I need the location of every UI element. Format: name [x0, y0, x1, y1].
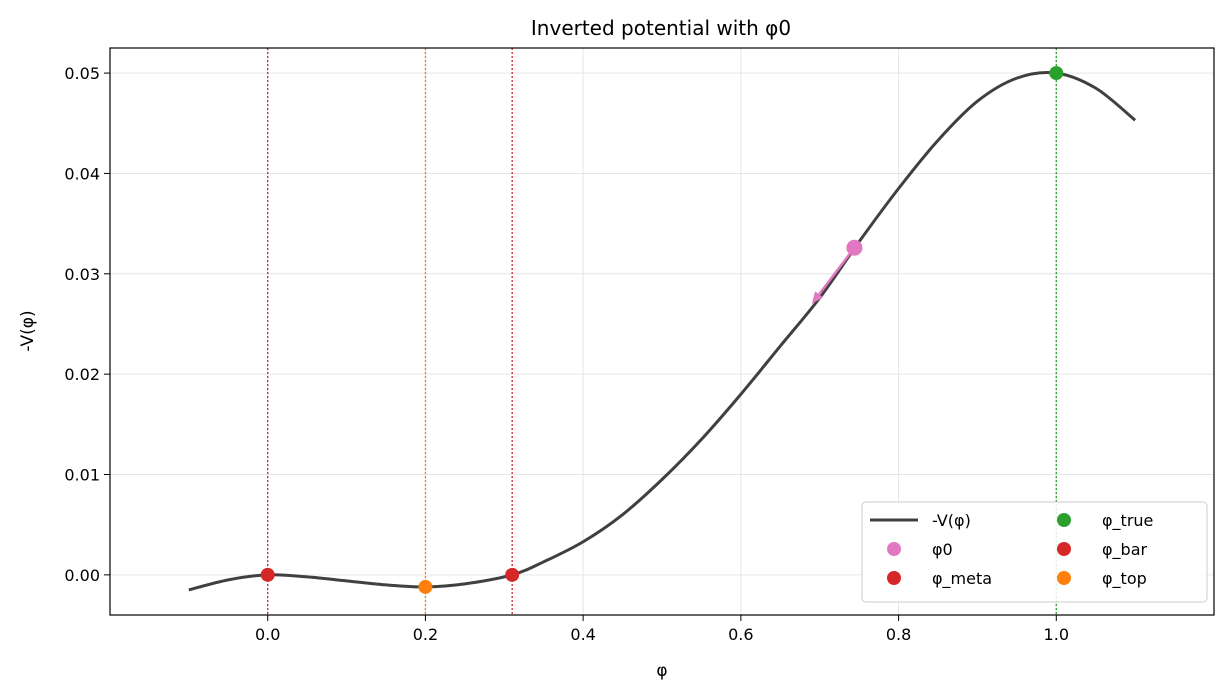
point-marker — [260, 567, 275, 582]
legend-marker-swatch — [1057, 542, 1071, 556]
x-tick-label: 0.4 — [570, 625, 595, 644]
legend-marker-swatch — [1057, 571, 1071, 585]
legend: -V(φ) φ_true φ0 φ_bar φ_meta φ_top — [861, 501, 1208, 603]
y-axis-label: -V(φ) — [18, 310, 38, 351]
potential-curve — [188, 71, 1137, 592]
y-tick-label: 0.03 — [64, 265, 100, 284]
point-marker — [418, 579, 433, 594]
legend-marker-swatch — [887, 542, 901, 556]
point-marker — [846, 239, 863, 256]
legend-label: φ_top — [1102, 569, 1147, 589]
point-marker — [1049, 66, 1064, 81]
legend-label: φ_meta — [932, 569, 992, 589]
legend-box — [861, 501, 1208, 603]
plot-frame — [109, 47, 1215, 616]
x-tick-label: 0.8 — [886, 625, 911, 644]
direction-arrow-head — [811, 291, 824, 304]
x-axis-ticks: 0.0 0.2 0.4 0.6 0.8 1.0 — [255, 615, 1069, 644]
x-axis-label: φ — [656, 661, 667, 681]
chart-title: Inverted potential with φ0 — [531, 16, 791, 40]
x-tick-label: 0.2 — [413, 625, 438, 644]
legend-marker-swatch — [1057, 513, 1071, 527]
legend-label: φ_true — [1102, 511, 1153, 531]
y-tick-label: 0.01 — [64, 466, 100, 485]
x-tick-label: 0.6 — [728, 625, 753, 644]
legend-label: -V(φ) — [932, 511, 971, 530]
y-axis-ticks: 0.00 0.01 0.02 0.03 0.04 0.05 — [64, 64, 110, 585]
y-tick-label: 0.05 — [64, 64, 100, 83]
x-tick-label: 1.0 — [1044, 625, 1069, 644]
legend-label: φ_bar — [1102, 540, 1148, 560]
point-layer — [260, 66, 1064, 594]
arrow-layer — [811, 246, 856, 304]
y-tick-label: 0.04 — [64, 164, 100, 183]
x-tick-label: 0.0 — [255, 625, 280, 644]
legend-marker-swatch — [887, 571, 901, 585]
y-tick-label: 0.00 — [64, 566, 100, 585]
y-tick-label: 0.02 — [64, 365, 100, 384]
curve-layer — [188, 71, 1137, 592]
point-marker — [505, 567, 520, 582]
legend-label: φ0 — [932, 540, 953, 559]
direction-arrow-shaft — [818, 246, 856, 296]
